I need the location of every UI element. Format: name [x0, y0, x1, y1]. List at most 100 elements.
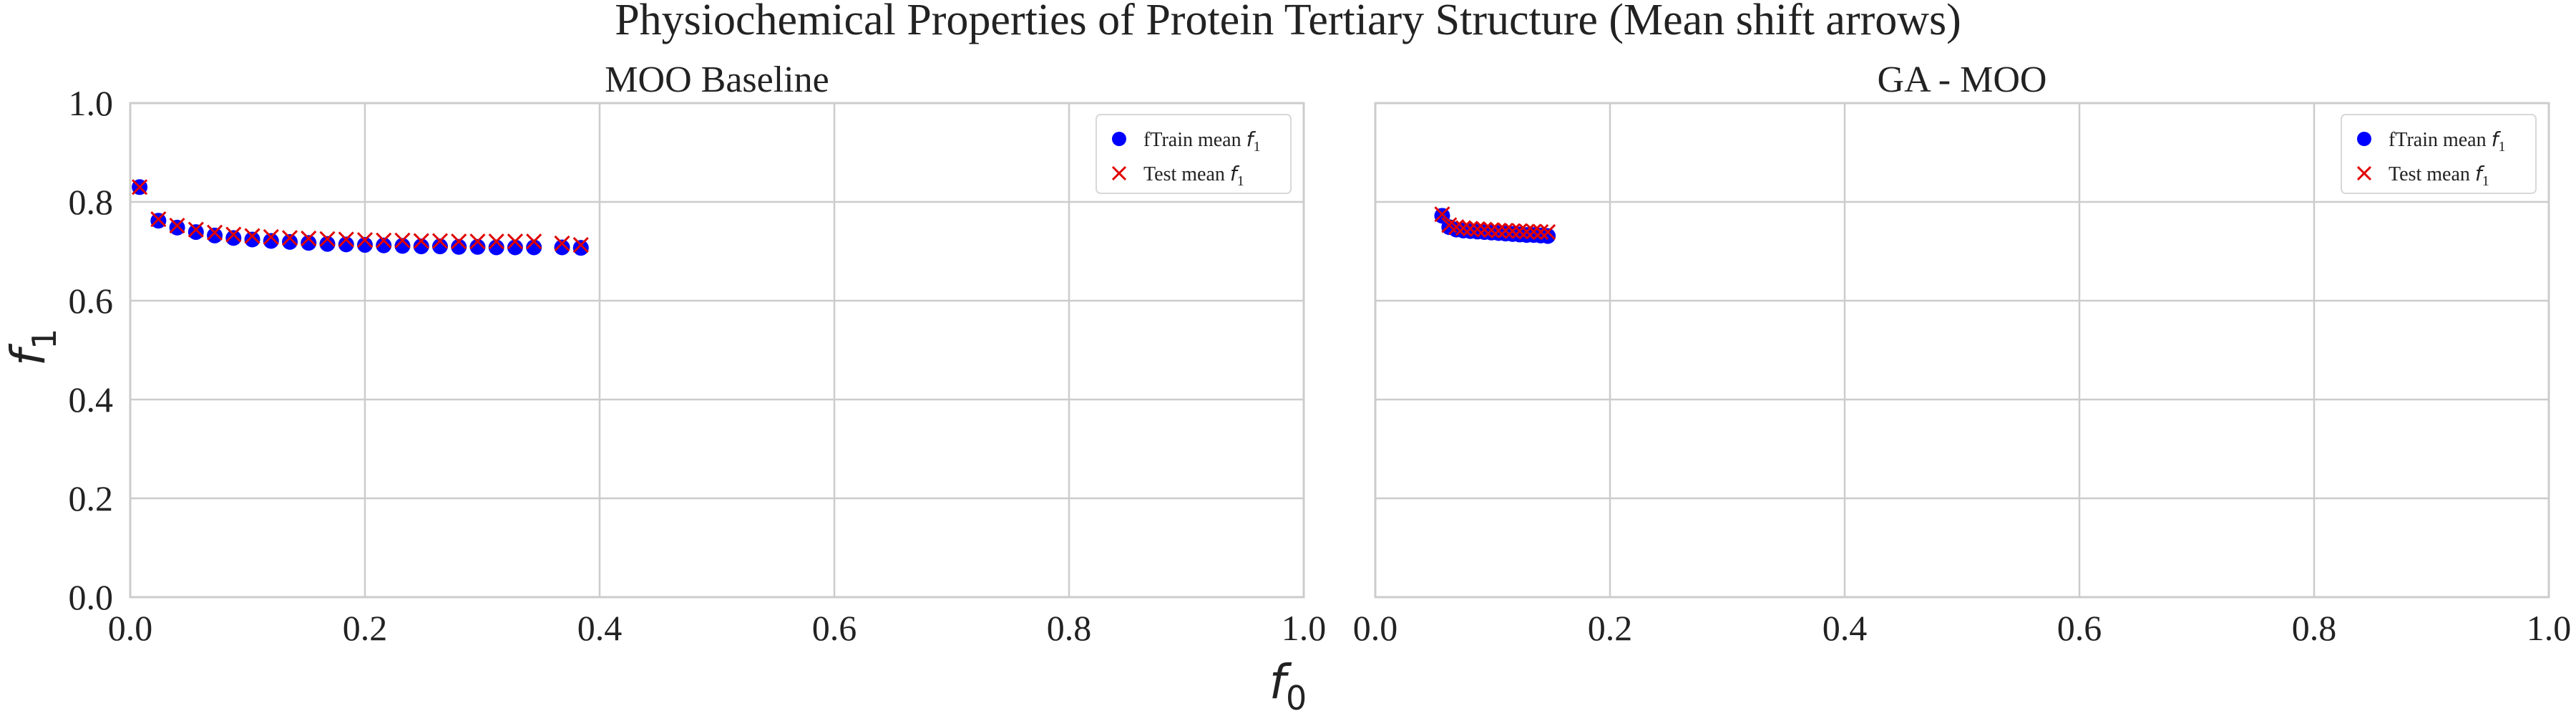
- test-point-stroke-b: [1434, 206, 1450, 223]
- train-point: [1540, 228, 1556, 244]
- train-point: [282, 233, 298, 250]
- train-point: [187, 224, 204, 241]
- test-point: [1518, 223, 1535, 240]
- panel-title: MOO Baseline: [605, 59, 829, 100]
- test-point-stroke-b: [394, 232, 411, 248]
- x-tick-label: 0.4: [1823, 608, 1868, 648]
- test-point-stroke-b: [1448, 219, 1465, 236]
- test-point-stroke-b: [413, 233, 429, 249]
- x-tick-label: 1.0: [2527, 608, 2572, 648]
- train-point: [263, 233, 279, 249]
- test-point: [187, 221, 204, 238]
- train-point: [207, 227, 223, 243]
- test-point: [554, 235, 570, 252]
- test-point: [356, 232, 374, 248]
- train-point: [488, 239, 504, 256]
- y-tick-label: 0.4: [69, 379, 114, 420]
- test-point-stroke-b: [1455, 220, 1472, 236]
- y-axis-label: f1: [1, 329, 64, 367]
- test-point-stroke-b: [132, 179, 148, 195]
- legend-label-subscript: 1: [1237, 173, 1244, 189]
- test-point: [1483, 222, 1500, 238]
- test-point-stroke-b: [1511, 223, 1528, 239]
- test-point-stroke-b: [488, 233, 504, 250]
- x-tick-label: 0.6: [2057, 608, 2102, 648]
- test-point-stroke-b: [187, 221, 204, 238]
- test-point-stroke-b: [526, 233, 542, 250]
- train-point: [554, 239, 570, 256]
- test-point: [431, 233, 449, 249]
- test-point-stroke-b: [169, 218, 185, 234]
- test-point-stroke-b: [263, 228, 279, 246]
- test-point-stroke-b: [150, 211, 167, 228]
- test-point: [507, 233, 523, 250]
- x-tick-label: 0.8: [1047, 608, 1092, 648]
- legend-label: Test mean f1: [2389, 162, 2489, 189]
- legend: fTrain mean f1 Test mean f1: [1096, 114, 1292, 194]
- train-point: [507, 239, 523, 256]
- test-point-stroke-b: [1540, 224, 1556, 241]
- test-point-stroke-b: [1483, 222, 1500, 238]
- train-point: [469, 238, 486, 255]
- train-point: [338, 236, 354, 253]
- test-point: [150, 211, 167, 228]
- test-point: [572, 236, 589, 253]
- test-point-stroke-b: [207, 224, 223, 241]
- test-point: [263, 228, 279, 246]
- test-point-stroke-b: [1469, 221, 1485, 238]
- test-point: [1504, 223, 1521, 239]
- y-tick-label: 0.6: [69, 281, 114, 321]
- test-point-stroke-b: [1491, 222, 1507, 239]
- train-point: [319, 236, 336, 252]
- train-point: [357, 237, 373, 253]
- test-point: [319, 231, 336, 247]
- train-point: [225, 230, 242, 246]
- figure-suptitle: Physiochemical Properties of Protein Ter…: [615, 0, 1961, 44]
- legend-test-marker-stroke-b: [2356, 165, 2372, 181]
- legend-label-text: Test mean: [1143, 163, 1230, 185]
- test-point-stroke-b: [225, 226, 242, 243]
- y-tick-label: 1.0: [69, 83, 114, 123]
- test-point: [1540, 224, 1556, 241]
- test-point-stroke-b: [451, 233, 467, 250]
- test-point: [1497, 222, 1514, 239]
- panel-title: GA - MOO: [1878, 59, 2047, 100]
- x-tick-label: 0.8: [2292, 608, 2337, 648]
- test-point-stroke-b: [301, 230, 317, 247]
- test-point: [1476, 221, 1493, 238]
- legend-label: fTrain mean f1: [2389, 127, 2505, 155]
- test-point-stroke-b: [1518, 223, 1535, 240]
- test-point-stroke-b: [469, 233, 486, 250]
- train-point: [526, 239, 542, 256]
- test-point: [1469, 221, 1485, 238]
- legend: fTrain mean f1 Test mean f1: [2341, 114, 2537, 194]
- test-point-stroke-b: [338, 231, 354, 248]
- test-point-stroke-b: [1462, 221, 1478, 237]
- legend-label-subscript: 1: [2482, 173, 2489, 189]
- legend-label: Test mean f1: [1143, 162, 1244, 189]
- x-tick-label: 0.0: [108, 608, 153, 648]
- test-point: [1462, 221, 1478, 237]
- series-test: [132, 179, 589, 253]
- test-point: [394, 232, 411, 248]
- legend-test-marker-stroke-b: [1111, 165, 1127, 181]
- y-tick-label: 0.8: [69, 182, 114, 222]
- test-point: [169, 218, 185, 234]
- x-axis-label-subscript: 0: [1286, 679, 1307, 716]
- train-point: [572, 240, 589, 256]
- x-axis-label: f0: [1269, 654, 1307, 716]
- test-point: [376, 232, 392, 248]
- test-point-stroke-b: [507, 233, 523, 250]
- legend-box: [2341, 114, 2537, 194]
- test-point: [451, 233, 467, 250]
- test-point: [488, 233, 504, 250]
- test-point-stroke-b: [356, 232, 374, 248]
- test-point-stroke-b: [376, 232, 392, 248]
- test-point-stroke-b: [1533, 224, 1549, 241]
- test-point: [1511, 223, 1528, 239]
- train-point: [169, 219, 185, 236]
- legend-box: [1096, 114, 1292, 194]
- legend-label: fTrain mean f1: [1143, 127, 1260, 155]
- axes-frame: [129, 102, 1305, 599]
